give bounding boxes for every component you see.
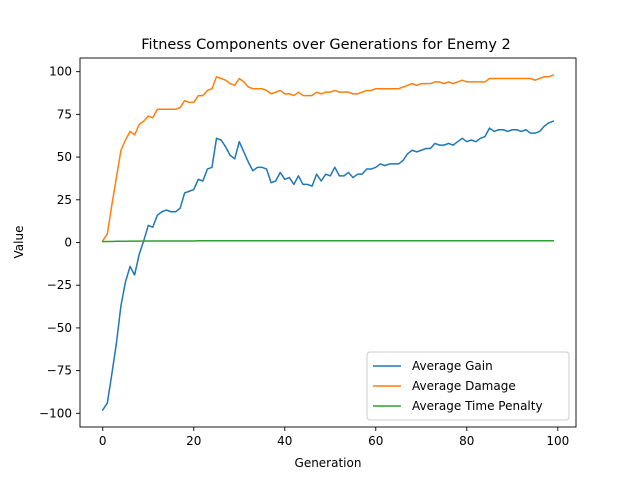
x-tick-label: 40 — [277, 434, 292, 448]
y-tick-label: 100 — [49, 65, 72, 79]
legend-label-2: Average Damage — [412, 379, 516, 393]
series-layer — [101, 74, 555, 411]
y-tick-label: −100 — [39, 406, 72, 420]
legend-items: Average Gain Average Damage Average Time P… — [373, 359, 543, 413]
legend-box — [366, 351, 570, 421]
x-axis: 0 20 40 60 80 100 — [99, 427, 569, 448]
x-tick-label: 20 — [186, 434, 201, 448]
series-line-1 — [101, 120, 555, 411]
legend-label-3: Average Time Penalty — [412, 399, 543, 413]
y-tick-label: 25 — [57, 193, 72, 207]
chart-title: Fitness Components over Generations for … — [141, 37, 511, 53]
x-tick-label: 100 — [546, 434, 569, 448]
y-axis: −100 −75 −50 −25 0 25 50 75 100 — [39, 65, 80, 420]
x-tick-label: 60 — [368, 434, 383, 448]
x-tick-label: 0 — [99, 434, 107, 448]
y-tick-label: 0 — [64, 236, 72, 250]
y-tick-label: −25 — [47, 278, 72, 292]
legend-label-1: Average Gain — [412, 359, 493, 373]
y-tick-label: 75 — [57, 107, 72, 121]
y-tick-label: −75 — [47, 364, 72, 378]
series-line-2 — [101, 74, 555, 242]
y-tick-label: −50 — [47, 321, 72, 335]
x-tick-label: 80 — [459, 434, 474, 448]
y-axis-label: Value — [12, 226, 26, 259]
y-tick-label: 50 — [57, 150, 72, 164]
series-line-3 — [101, 240, 554, 243]
x-axis-label: Generation — [295, 456, 362, 470]
legend: Average Gain Average Damage Average Time P… — [366, 351, 570, 421]
